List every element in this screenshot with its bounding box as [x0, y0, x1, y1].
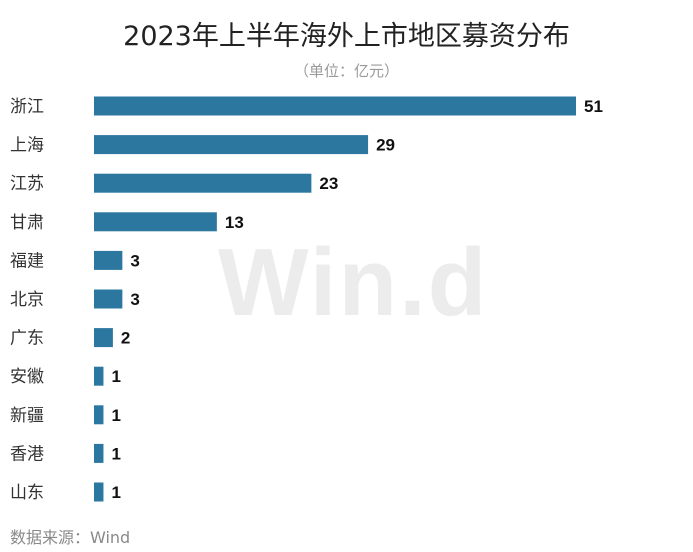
bar [94, 366, 104, 386]
category-label: 上海 [10, 136, 44, 156]
source-note: 数据来源：Wind [10, 528, 131, 547]
category-label: 山东 [10, 483, 44, 503]
bar [94, 443, 104, 463]
value-label: 1 [111, 444, 120, 463]
category-label: 新疆 [10, 406, 44, 426]
bar [94, 482, 104, 502]
category-label: 福建 [10, 251, 44, 271]
bar [94, 173, 312, 193]
value-label: 1 [111, 367, 120, 386]
bar [94, 328, 113, 348]
category-label: 香港 [10, 444, 44, 464]
category-label: 北京 [10, 290, 44, 310]
watermark-logo: Win.d [218, 229, 489, 336]
category-label: 浙江 [10, 97, 44, 117]
value-label: 51 [584, 97, 603, 116]
bar [94, 96, 576, 116]
bar [94, 212, 217, 232]
category-label: 江苏 [10, 174, 44, 194]
value-label: 23 [319, 174, 338, 193]
category-label: 安徽 [10, 367, 44, 387]
value-label: 1 [111, 406, 120, 425]
value-label: 3 [130, 251, 139, 270]
bar [94, 289, 123, 309]
category-label: 甘肃 [10, 213, 44, 233]
value-label: 13 [225, 213, 244, 232]
category-label: 广东 [10, 329, 44, 349]
bar [94, 250, 123, 270]
value-label: 29 [376, 136, 395, 155]
chart-title: 2023年上半年海外上市地区募资分布 [123, 21, 570, 52]
chart-subtitle: （单位：亿元） [293, 62, 399, 80]
bar [94, 405, 104, 425]
value-label: 3 [130, 290, 139, 309]
bar [94, 135, 369, 155]
value-label: 2 [121, 329, 130, 348]
value-label: 1 [111, 483, 120, 502]
